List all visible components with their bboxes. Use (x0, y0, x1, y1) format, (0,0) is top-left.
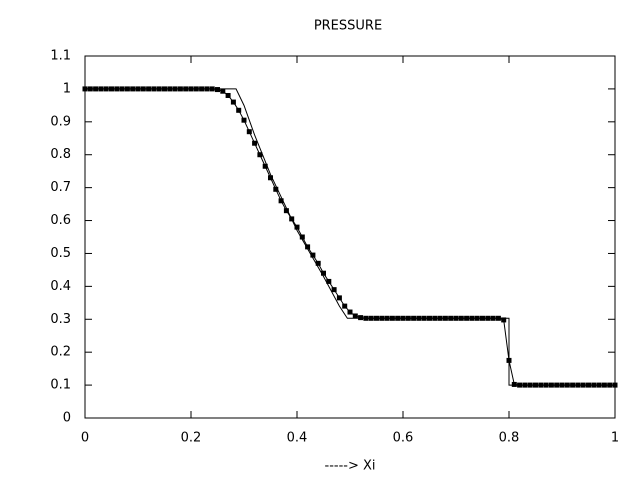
y-tick-label: 0.8 (50, 147, 71, 162)
data-point (501, 317, 507, 323)
chart-title: PRESSURE (314, 19, 382, 34)
y-tick-label: 0.5 (50, 246, 71, 261)
data-point (225, 92, 231, 98)
y-tick-label: 1 (63, 81, 71, 96)
plot-frame (84, 55, 616, 419)
data-point (278, 198, 284, 204)
data-point (230, 99, 236, 105)
x-tick-label: 0.6 (393, 431, 414, 446)
data-point (310, 252, 316, 258)
data-point (358, 315, 364, 321)
data-point (347, 309, 353, 315)
x-axis-label: -----> Xi (325, 459, 376, 474)
data-point (268, 175, 273, 181)
y-tick-label: 0.2 (50, 345, 71, 360)
y-tick-label: 0.6 (50, 213, 71, 228)
y-tick-label: 0.3 (50, 312, 71, 327)
y-tick-label: 0.9 (50, 114, 71, 129)
x-tick-label: 0.8 (499, 431, 520, 446)
y-tick-label: 0.7 (50, 180, 71, 195)
data-point (299, 234, 305, 240)
x-tick-label: 0.2 (181, 431, 202, 446)
y-tick-label: 1.1 (50, 49, 71, 64)
data-point (305, 244, 311, 250)
y-tick-label: 0.4 (50, 279, 71, 294)
data-point (294, 224, 300, 230)
data-point (236, 107, 242, 113)
data-point (215, 87, 220, 93)
x-tick-label: 0.4 (287, 431, 308, 446)
y-tick-label: 0.1 (50, 378, 71, 393)
data-point (315, 260, 321, 266)
x-tick-label: 0 (81, 431, 89, 446)
data-point (352, 313, 358, 319)
data-point (246, 129, 252, 135)
x-tick-label: 1 (611, 431, 619, 446)
data-point (273, 186, 279, 192)
data-point (331, 287, 337, 293)
data-point (511, 381, 517, 387)
data-point (342, 303, 348, 309)
data-point (241, 117, 247, 123)
data-point (326, 278, 332, 284)
data-point (321, 270, 326, 276)
data-point (257, 152, 263, 158)
y-tick-label: 0 (63, 411, 71, 426)
data-point (252, 140, 258, 146)
data-point (262, 163, 268, 169)
data-point (283, 208, 289, 214)
data-point (220, 88, 226, 94)
data-point (336, 295, 342, 301)
series-line (85, 88, 615, 386)
